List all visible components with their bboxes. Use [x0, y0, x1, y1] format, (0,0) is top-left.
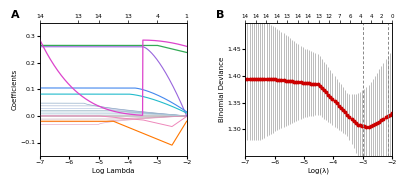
Y-axis label: Coefficients: Coefficients [12, 69, 18, 110]
Text: B: B [216, 10, 224, 20]
X-axis label: Log Lambda: Log Lambda [92, 168, 134, 174]
Y-axis label: Binomial Deviance: Binomial Deviance [219, 57, 225, 122]
X-axis label: Log(λ): Log(λ) [308, 168, 330, 174]
Text: A: A [11, 10, 19, 20]
